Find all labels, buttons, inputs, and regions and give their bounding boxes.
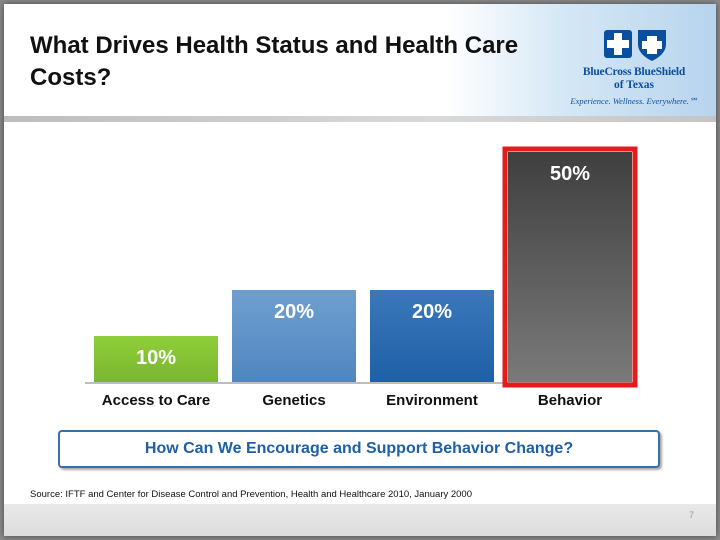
bar-behavior [508,152,632,382]
header-divider [4,116,716,122]
slide-title: What Drives Health Status and Health Car… [30,32,519,91]
category-label-genetics: Genetics [262,392,325,409]
page-number: 7 [688,510,694,520]
logo-name: BlueCross BlueShield [582,66,686,78]
category-label-environment: Environment [386,392,478,409]
bcbs-logo: BlueCross BlueShield of Texas Experience… [564,28,704,112]
data-label-genetics: 20% [274,301,314,323]
slide-header [4,4,716,116]
data-label-access-to-care: 10% [136,347,176,369]
bar-chart: 10% Access to Care 20% Genetics 20% Environme… [85,146,638,409]
source-citation: Source: IFTF and Center for Disease Cont… [30,489,473,500]
bar-genetics [232,290,356,382]
callout-text: How Can We Encourage and Support Behavio… [144,440,574,457]
data-label-behavior: 50% [550,163,590,185]
slide: What Drives Health Status and Health Car… [4,4,716,536]
cross-shield-icon [604,30,666,61]
bar-access-to-care [94,336,218,382]
logo-subname: of Texas [614,79,654,91]
logo-tagline: Experience. Wellness. Everywhere.℠ [570,96,698,106]
category-label-access-to-care: Access to Care [102,392,210,409]
category-label-behavior: Behavior [538,392,602,409]
data-label-environment: 20% [412,301,452,323]
behavior-change-callout: How Can We Encourage and Support Behavio… [58,430,660,468]
bar-environment [370,290,494,382]
highlight-box-behavior [502,146,638,388]
footer-bar [4,504,716,536]
